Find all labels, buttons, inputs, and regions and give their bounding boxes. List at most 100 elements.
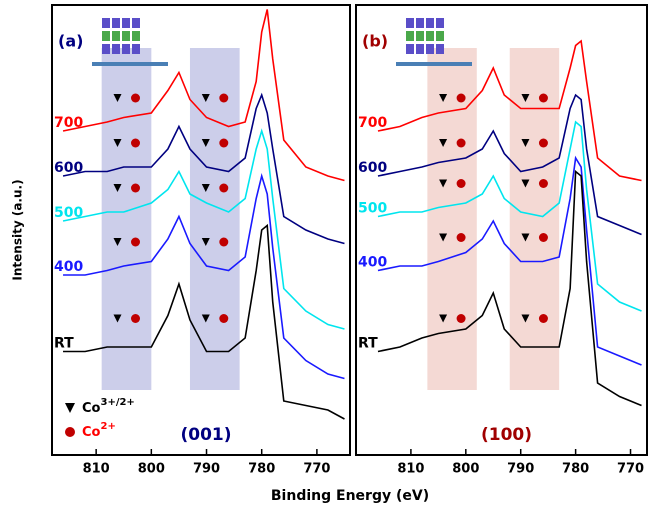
x-tick-label: 800	[138, 462, 165, 477]
triangle-marker	[201, 139, 210, 147]
crystal-cell	[112, 18, 120, 28]
circle-marker	[538, 233, 548, 242]
series-label: 400	[54, 259, 83, 275]
panel-label: (a)	[58, 32, 83, 51]
crystal-cell	[102, 18, 110, 28]
shaded-region	[427, 48, 477, 390]
triangle-marker	[201, 314, 210, 323]
circle-marker	[131, 183, 140, 193]
plot-frame	[355, 4, 648, 456]
crystal-cell	[112, 31, 120, 41]
crystal-cell	[406, 44, 414, 54]
crystal-cell	[102, 44, 110, 54]
x-tick-label: 810	[83, 462, 110, 477]
crystal-cell	[436, 44, 444, 54]
triangle-marker	[521, 179, 530, 188]
spectrum-line	[377, 93, 642, 236]
circle-marker	[219, 237, 229, 247]
triangle-marker	[113, 184, 122, 192]
series-label: 700	[358, 115, 387, 131]
circle-marker	[538, 314, 548, 323]
triangle-marker	[521, 314, 530, 323]
spectrum-line	[63, 223, 345, 420]
legend-superscript: 2+	[100, 421, 115, 432]
shaded-region	[189, 48, 240, 390]
crystal-cell	[406, 18, 414, 28]
crystal-cell	[102, 31, 110, 41]
plot-frame	[51, 4, 351, 456]
circle-marker	[219, 183, 229, 193]
crystal-cell	[416, 31, 424, 41]
legend-label: Co3+/2+	[82, 397, 135, 416]
crystal-cell	[416, 18, 424, 28]
triangle-marker	[439, 139, 448, 147]
shaded-region	[101, 48, 152, 390]
crystal-cell	[122, 18, 130, 28]
spectrum-line	[377, 39, 642, 182]
crystal-cell	[122, 44, 130, 54]
circle-marker	[131, 237, 140, 247]
x-tick-label: 780	[248, 462, 275, 477]
series-label: 400	[358, 255, 387, 271]
crystal-cell	[416, 44, 424, 54]
circle-marker	[219, 138, 229, 148]
triangle-marker	[113, 139, 122, 147]
x-tick-label: 810	[397, 462, 424, 477]
triangle-marker	[521, 94, 530, 102]
spectrum-line	[377, 155, 642, 366]
series-label: 700	[54, 115, 83, 131]
x-axis-label: Binding Energy (eV)	[271, 488, 429, 504]
triangle-marker	[113, 314, 122, 323]
x-tick-label: 790	[193, 462, 220, 477]
spectrum-line	[63, 172, 345, 380]
triangle-marker	[113, 94, 122, 102]
triangle-marker	[201, 94, 210, 102]
series-label: RT	[358, 336, 378, 352]
circle-marker	[131, 314, 140, 323]
series-label: 600	[358, 160, 387, 176]
circle-marker	[538, 138, 548, 148]
crystal-cell	[112, 44, 120, 54]
crystal-cell	[426, 44, 434, 54]
annotation: (001)	[180, 425, 231, 445]
circle-marker	[131, 93, 140, 103]
spectrum-line	[62, 9, 345, 182]
circle-marker	[456, 314, 466, 323]
legend-superscript: 3+/2+	[100, 397, 134, 408]
series-label: 500	[54, 205, 83, 221]
spectrum-line	[377, 120, 642, 312]
circle-marker	[456, 138, 466, 148]
spectrum-line	[62, 92, 345, 245]
x-tick-label: 790	[507, 462, 534, 477]
triangle-marker	[439, 233, 448, 242]
crystal-cell	[132, 18, 140, 28]
crystal-cell	[436, 31, 444, 41]
circle-marker	[456, 179, 466, 188]
triangle-marker	[65, 403, 75, 413]
circle-marker	[538, 93, 548, 103]
triangle-marker	[201, 184, 210, 192]
legend-text: Co	[82, 401, 101, 416]
triangle-marker	[521, 139, 530, 147]
crystal-cell	[426, 31, 434, 41]
circle-marker	[456, 93, 466, 103]
crystal-cell	[132, 31, 140, 41]
triangle-marker	[439, 314, 448, 323]
crystal-cell	[122, 31, 130, 41]
circle-marker	[219, 93, 229, 103]
triangle-marker	[439, 179, 448, 188]
series-label: 500	[358, 201, 387, 217]
legend-text: Co	[82, 425, 101, 440]
panel-label: (b)	[362, 32, 388, 51]
circle-marker	[131, 138, 140, 148]
x-tick-label: 770	[303, 462, 330, 477]
crystal-cell	[132, 44, 140, 54]
spectrum-line	[377, 169, 642, 407]
x-tick-label: 780	[562, 462, 589, 477]
circle-marker	[456, 233, 466, 242]
triangle-marker	[201, 238, 210, 246]
spectrum-line	[62, 128, 345, 330]
legend-label: Co2+	[82, 421, 116, 440]
crystal-cell	[436, 18, 444, 28]
